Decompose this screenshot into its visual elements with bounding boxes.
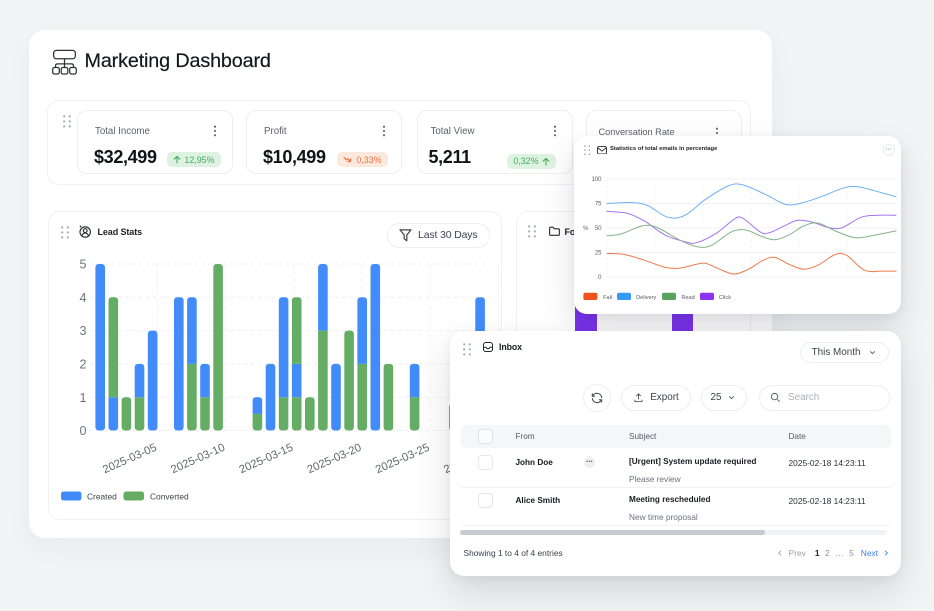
svg-text:4: 4 <box>79 291 86 305</box>
svg-text:Click: Click <box>719 295 731 301</box>
svg-text:Read: Read <box>681 295 694 301</box>
svg-text:Converted: Converted <box>150 492 189 502</box>
svg-text:2025-03-10: 2025-03-10 <box>169 442 227 476</box>
svg-text:0: 0 <box>598 275 602 281</box>
svg-text:2025-03-15: 2025-03-15 <box>237 442 295 476</box>
svg-text:%: % <box>583 226 589 232</box>
svg-text:2025-03-05: 2025-03-05 <box>101 442 159 476</box>
svg-text:Fail: Fail <box>603 295 612 301</box>
svg-text:1: 1 <box>79 391 86 405</box>
svg-text:100: 100 <box>591 177 602 183</box>
svg-text:75: 75 <box>595 201 602 207</box>
svg-text:5: 5 <box>79 258 86 272</box>
svg-text:2025-03-25: 2025-03-25 <box>373 442 431 476</box>
svg-text:3: 3 <box>79 324 86 338</box>
svg-text:Delivery: Delivery <box>636 295 656 301</box>
svg-text:2025-03-20: 2025-03-20 <box>305 442 363 476</box>
svg-text:2: 2 <box>79 358 86 372</box>
svg-text:50: 50 <box>595 226 602 232</box>
svg-text:Created: Created <box>87 492 117 502</box>
svg-text:25: 25 <box>595 250 602 256</box>
svg-text:0: 0 <box>79 424 86 438</box>
